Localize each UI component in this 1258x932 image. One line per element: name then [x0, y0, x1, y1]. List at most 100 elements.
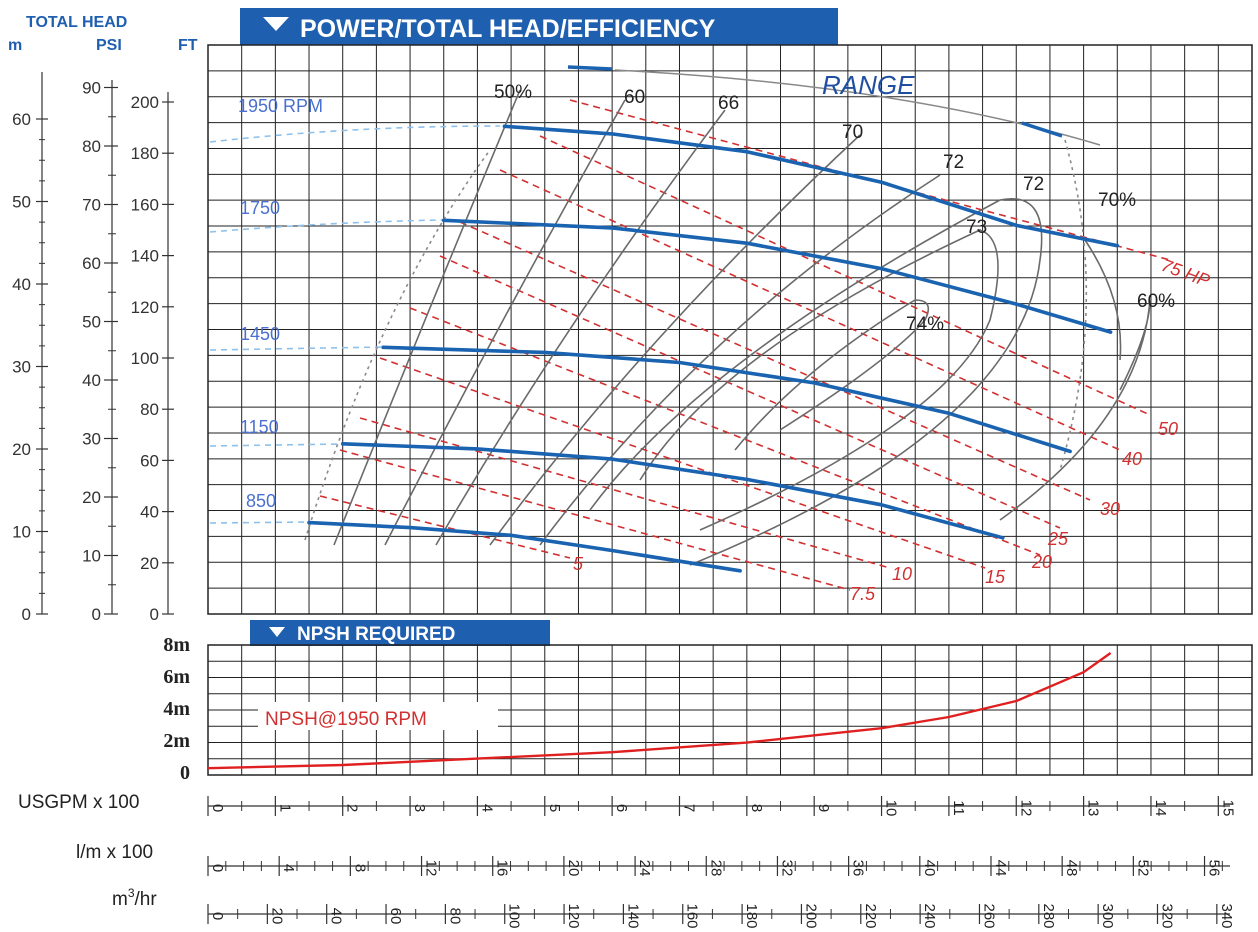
usgpm-axis-tick-label: 8 [748, 804, 765, 812]
head-curve-series-4 [307, 520, 742, 573]
npsh-curve-layer [207, 652, 1112, 770]
psi-axis-tick-label: 40 [82, 371, 101, 390]
eff-label-60pct: 60% [1137, 291, 1175, 312]
psi-axis-tick-label: 20 [82, 488, 101, 507]
usgpm-axis-label: USGPM x 100 [18, 792, 139, 813]
usgpm-axis-tick-label: 3 [411, 804, 428, 812]
usgpm-axis-tick-label: 4 [478, 804, 495, 812]
main-title: POWER/TOTAL HEAD/EFFICIENCY [300, 15, 716, 43]
lpm-axis-tick-label: 56 [1206, 860, 1223, 877]
hp-label-20: 20 [1031, 552, 1052, 572]
npsh-axis-tick-label: 4m [163, 698, 190, 720]
psi-axis-tick-label: 10 [82, 547, 101, 566]
usgpm-axis-tick-label: 9 [815, 804, 832, 812]
usgpm-axis-tick-label: 5 [546, 804, 563, 812]
triangle-down-icon [263, 17, 289, 31]
m-axis-tick-label: 20 [12, 440, 31, 459]
head-curves [307, 124, 1120, 573]
m3hr-axis-tick-label: 40 [328, 908, 345, 925]
m3hr-axis-tick-label: 320 [1158, 903, 1175, 928]
m3hr-axis-tick-label: 260 [980, 903, 997, 928]
lpm-axis-tick-label: 0 [209, 864, 226, 872]
lpm-axis-tick-label: 48 [1063, 860, 1080, 877]
usgpm-axis-tick-label: 14 [1152, 800, 1169, 817]
m3hr-axis-tick-label: 20 [268, 908, 285, 925]
hp-label-40: 40 [1122, 449, 1142, 469]
total-head-label: TOTAL HEAD [26, 14, 127, 31]
lpm-axis-tick-label: 44 [992, 860, 1009, 877]
m3hr-axis-tick-label: 60 [387, 908, 404, 925]
psi-axis-tick-label: 30 [82, 430, 101, 449]
eff-label-60: 60 [624, 87, 645, 108]
hp-label-10: 10 [892, 564, 912, 584]
unit-ft-label: FT [178, 37, 198, 54]
ft-axis-tick-label: 40 [140, 503, 159, 522]
m-axis-tick-label: 0 [22, 605, 31, 624]
eff-label-70pct: 70% [1098, 190, 1136, 211]
range-label: RANGE [822, 70, 915, 100]
npsh-axis-tick-label: 6m [163, 666, 190, 688]
npsh-title-banner [250, 620, 550, 646]
m3hr-axis-tick-label: 160 [684, 903, 701, 928]
ft-axis-tick-label: 20 [140, 554, 159, 573]
bottom-axes: 0 1 2 3 4 5 6 7 8 9 10 11 12 13 14 150 4 8 12 16 20 24 28 32 36 4… [18, 792, 1236, 929]
m-axis-tick-label: 40 [12, 275, 31, 294]
usgpm-axis-tick-label: 2 [344, 804, 361, 812]
eff-label-73: 73 [966, 217, 987, 238]
rpm-label-850: 850 [246, 491, 276, 511]
hp-label-5: 5 [573, 554, 584, 574]
lpm-axis-tick-label: 40 [921, 860, 938, 877]
efficiency-labels: 50% 60 66 70 72 72 73 74% 70% 60% [494, 82, 1175, 335]
m3hr-axis-tick-label: 220 [862, 903, 879, 928]
lpm-axis-tick-label: 52 [1134, 860, 1151, 877]
head-curve-series-3 [340, 442, 1005, 540]
m-axis-tick-label: 60 [12, 110, 31, 129]
unit-m-label: m [8, 37, 22, 54]
rpm-label-1950: 1950 RPM [238, 96, 323, 116]
psi-axis-tick-label: 80 [82, 137, 101, 156]
ft-axis-tick-label: 0 [150, 605, 159, 624]
usgpm-axis-tick-label: 10 [883, 800, 900, 817]
eff-label-66: 66 [718, 93, 739, 114]
m3hr-axis-tick-label: 100 [506, 903, 523, 928]
eff-label-72a: 72 [943, 152, 964, 173]
rpm-label-1150: 1150 [240, 417, 279, 437]
ft-axis-tick-label: 180 [131, 144, 159, 163]
usgpm-axis-tick-label: 1 [276, 804, 293, 812]
npsh-curve-label: NPSH@1950 RPM [265, 709, 427, 730]
psi-axis-tick-label: 70 [82, 196, 101, 215]
range-marker-left [567, 65, 613, 71]
m-axis-tick-label: 10 [12, 523, 31, 542]
hp-label-30: 30 [1100, 499, 1120, 519]
main-grid [207, 44, 1253, 615]
npsh-curve [207, 652, 1112, 770]
m3hr-axis-tick-label: 180 [743, 903, 760, 928]
m3hr-axis-label: m3/hr [112, 886, 157, 910]
usgpm-axis-tick-label: 13 [1085, 800, 1102, 817]
m3hr-axis-tick-label: 300 [1099, 903, 1116, 928]
lpm-axis-tick-label: 32 [778, 860, 795, 877]
range-envelope [304, 139, 1088, 541]
hp-label-15: 15 [985, 567, 1006, 587]
lpm-axis-tick-label: 12 [423, 860, 440, 877]
npsh-axis-tick-label: 8m [163, 634, 190, 656]
usgpm-axis-tick-label: 12 [1017, 800, 1034, 817]
hp-label-25: 25 [1047, 529, 1069, 549]
lpm-axis-tick-label: 4 [280, 864, 297, 872]
m3hr-axis-tick-label: 0 [209, 912, 226, 920]
hp-label-50: 50 [1158, 419, 1178, 439]
lpm-axis-tick-label: 28 [707, 860, 724, 877]
head-curve-series-0 [502, 124, 1120, 248]
ft-axis-tick-label: 60 [140, 451, 159, 470]
usgpm-axis-tick-label: 6 [613, 804, 630, 812]
usgpm-axis-tick-label: 15 [1219, 800, 1236, 817]
eff-label-50: 50% [494, 82, 532, 103]
npsh-axis-tick-label: 2m [163, 730, 190, 752]
head-curve-series-1 [441, 218, 1113, 334]
m3hr-axis-tick-label: 80 [446, 908, 463, 925]
hp-labels: 5 7.5 10 15 20 25 30 40 50 75 HP [573, 255, 1212, 604]
psi-axis-tick-label: 50 [82, 313, 101, 332]
hp-label-75: 75 HP [1159, 255, 1213, 291]
lpm-axis-tick-label: 36 [850, 860, 867, 877]
